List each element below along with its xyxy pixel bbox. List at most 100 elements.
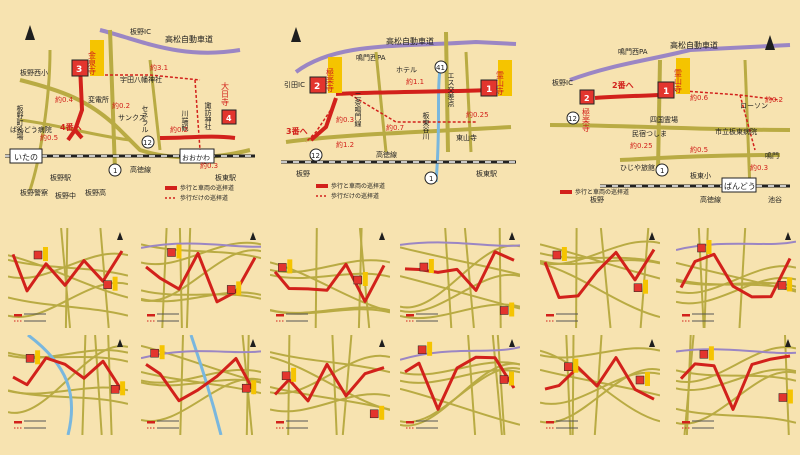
expressway [400,346,520,361]
thumbnail-map-7[interactable] [8,335,128,435]
station-a-label: 板野 [296,169,310,178]
place-school-1: 板野西小 [20,68,48,77]
temple-2-number: 2 [584,94,590,103]
legend-swatch [147,421,155,424]
road [400,362,520,427]
temple-1-number: 1 [663,87,669,97]
route [12,356,124,392]
legend-swatch [406,314,414,317]
place-school-2: 板野中 [55,191,76,200]
route [679,354,791,411]
road-north-south [656,59,662,171]
ic-label: 板野IC [552,78,573,87]
thumbnail-map-10[interactable] [400,335,520,435]
legend-car-walk-swatch [560,190,572,194]
distance-1: 約1.1 [406,77,424,86]
station-a-label: いたの [14,153,38,162]
thumbnail-map-4[interactable] [400,228,520,328]
temple-label-bg [643,279,648,294]
thumbnail-map-svg [8,228,128,328]
expressway [676,240,796,251]
temple-icon [278,263,287,272]
temple-icon [103,280,112,289]
temple-icon [564,362,573,371]
thumbnail-map-svg [141,228,261,328]
expressway [141,350,261,360]
road [8,345,128,414]
temple-label-bg [176,244,182,259]
thumbnail-map-3[interactable] [270,228,390,328]
station-left: 板野 [590,195,604,204]
line-label: 高徳線 [130,165,151,174]
road [565,335,572,435]
temple-3-number: 3 [76,65,82,75]
route-1-label: 1 [660,167,664,175]
road [400,387,520,426]
station-b-label: 板東駅 [476,169,497,178]
place-general: セネラル [141,105,149,133]
route-1-marker [424,171,438,185]
temple-3-label: 金泉寺 [88,50,97,75]
road [599,228,612,328]
temple-label-bg [509,302,515,317]
expressway [400,241,520,247]
road [81,335,87,435]
temple-2-label: 極楽寺 [326,67,335,92]
place-school-3: 板野高 [85,188,106,197]
legend-text-mark [24,427,46,429]
naruto-label: 鳴門 [765,151,779,160]
temple-label-bg [112,276,118,291]
temple-label-bg [236,281,242,296]
place-2: 東山寺 [456,133,477,142]
thumbnail-map-1[interactable] [8,228,128,328]
thumbnail-map-svg [400,228,520,328]
place-kawabata: 川端観 [181,110,189,132]
legend-swatch [276,314,284,317]
thumbnail-map-6[interactable] [676,228,796,328]
distance-3: 約0.3 [336,115,354,124]
road-east [464,51,473,153]
north-arrow-icon [25,25,35,40]
main-route-2 [309,97,338,142]
route-1-label: 1 [113,167,117,175]
temple-label-bg [35,350,41,365]
route-1-marker [108,163,122,177]
legend-text-mark [556,420,578,422]
route-12-marker [309,148,323,162]
thumbnail-map-8[interactable] [141,335,261,435]
thumbnail-map-11[interactable] [540,335,660,435]
thumbnail-map-12[interactable] [676,335,796,435]
station-b-label: おおかわ [182,154,210,162]
map-temple-3-svg: 高松自動車道 板野IC 高徳線 いたの おおかわ 板野駅 板東駅 3 金泉寺 4… [5,25,255,202]
legend-text-mark [286,320,308,322]
thumbnail-map-9[interactable] [270,335,390,435]
line-label: 高徳線 [700,195,721,204]
walk-route-2 [739,94,756,151]
thumbnail-map-2[interactable] [141,228,261,328]
legend-text-mark [157,313,179,315]
place-6: 板東小 [690,171,711,180]
road [331,335,338,435]
place-5: ローソン [740,102,768,110]
legend-text-mark [157,320,179,322]
north-arrow-icon [765,35,775,50]
road-center [374,51,388,153]
temple-label-bg [561,247,567,261]
route [404,355,516,411]
road [141,243,261,260]
route-1-label: 1 [429,175,433,183]
temple-1-label: 霊山寺 [496,71,505,95]
north-arrow-icon [117,232,123,240]
temple-icon [419,262,429,272]
legend-text-mark [416,320,438,322]
thumbnail-map-5[interactable] [540,228,660,328]
road [94,335,103,435]
route [273,262,386,303]
thumbnail-map-svg [676,228,796,328]
place-1: 二条鳴門線 [354,92,362,127]
road [540,349,660,423]
north-arrow-icon [250,339,256,347]
road [60,228,71,328]
road [400,273,520,313]
temple-icon [633,283,643,292]
